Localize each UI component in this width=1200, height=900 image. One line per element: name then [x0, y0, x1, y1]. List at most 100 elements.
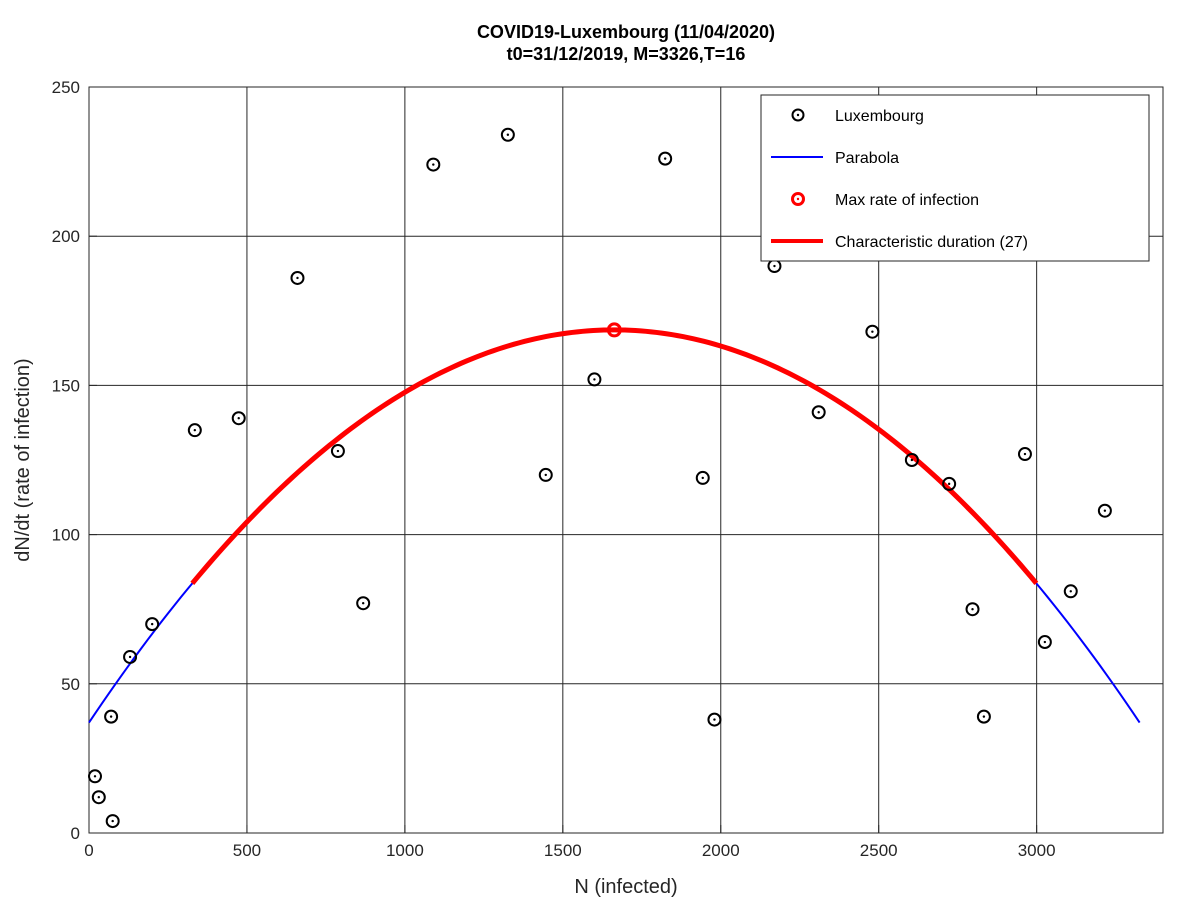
- legend-label-characteristic-duration: Characteristic duration (27): [835, 234, 1028, 251]
- y-tick-label: 50: [61, 675, 80, 694]
- data-point: [865, 324, 880, 339]
- data-point: [187, 423, 202, 438]
- data-point-ring: [145, 617, 160, 632]
- data-point-ring: [1063, 584, 1078, 599]
- data-point-ring: [965, 602, 980, 617]
- data-point-dot: [237, 417, 240, 420]
- y-axis: 0 50 100 150 200 250: [52, 78, 97, 843]
- x-tick-label: 2500: [860, 841, 898, 860]
- data-point: [658, 151, 673, 166]
- y-tick-label: 250: [52, 78, 80, 97]
- data-point-ring: [123, 649, 138, 664]
- data-point: [538, 467, 553, 482]
- data-point-dot: [109, 715, 113, 718]
- data-point-ring: [290, 270, 305, 285]
- data-point: [500, 127, 515, 142]
- legend-marker-max-rate: [791, 192, 805, 206]
- data-point-dot: [982, 715, 986, 718]
- data-point-dot: [336, 449, 340, 453]
- data-point-dot: [506, 133, 510, 136]
- data-point-ring: [976, 709, 991, 724]
- data-point: [231, 411, 246, 426]
- data-point: [330, 444, 345, 459]
- data-point-dot: [193, 428, 197, 432]
- max-rate-ring: [606, 322, 622, 338]
- data-point-ring: [231, 411, 246, 426]
- data-point-dot: [947, 482, 951, 486]
- legend: Luxembourg Parabola Max rate of infectio…: [760, 94, 1150, 262]
- data-point-dot: [296, 276, 299, 280]
- y-tick-label: 100: [52, 526, 80, 545]
- data-point-dot: [150, 622, 154, 626]
- data-point-ring: [658, 151, 673, 166]
- data-point-ring: [942, 476, 957, 491]
- data-point: [145, 617, 160, 632]
- legend-item-parabola: Parabola: [771, 150, 899, 167]
- data-point: [104, 709, 119, 724]
- plot-area-frame: [88, 86, 1164, 834]
- data-point: [707, 712, 722, 727]
- x-tick-label: 2000: [702, 841, 740, 860]
- data-point-ring: [187, 423, 202, 438]
- x-tick-label: 500: [233, 841, 261, 860]
- data-point-ring: [356, 596, 371, 611]
- data-markers: [88, 127, 1112, 829]
- data-point-dot: [773, 264, 776, 268]
- legend-item-luxembourg: Luxembourg: [791, 108, 924, 125]
- max-rate-point: [606, 322, 622, 338]
- data-point: [426, 157, 441, 172]
- chart-subtitle: t0=31/12/2019, M=3326,T=16: [507, 44, 746, 64]
- data-point-dot: [361, 602, 365, 605]
- data-point-dot: [910, 458, 914, 462]
- legend-marker-max-rate-dot: [796, 197, 800, 201]
- x-tick-label: 1500: [544, 841, 582, 860]
- data-point-dot: [593, 378, 596, 381]
- data-point-dot: [97, 795, 100, 799]
- legend-marker-luxembourg: [791, 108, 805, 122]
- data-point: [88, 769, 103, 784]
- legend-label-luxembourg: Luxembourg: [835, 108, 924, 125]
- data-point-ring: [426, 157, 441, 172]
- data-point: [105, 814, 120, 829]
- data-point: [290, 270, 305, 285]
- data-point-dot: [663, 157, 667, 160]
- y-tick-label: 200: [52, 227, 80, 246]
- data-point-ring: [538, 467, 553, 482]
- data-point: [1017, 447, 1032, 462]
- data-point: [965, 602, 980, 617]
- data-point-ring: [587, 372, 602, 387]
- y-axis-label: dN/dt (rate of infection): [12, 358, 34, 561]
- data-point-dot: [128, 655, 132, 659]
- legend-box: [760, 94, 1150, 262]
- data-point-ring: [695, 470, 710, 485]
- x-axis: 0 500 1000 1500 2000 2500 3000: [84, 825, 1056, 860]
- data-point: [976, 709, 991, 724]
- data-point: [1063, 584, 1078, 599]
- legend-item-characteristic-duration: Characteristic duration (27): [771, 234, 1028, 251]
- data-point-ring: [1037, 635, 1052, 650]
- x-tick-label: 0: [84, 841, 93, 860]
- data-point-dot: [544, 473, 547, 477]
- max-rate-dot: [613, 328, 616, 332]
- data-point-ring: [88, 769, 103, 784]
- legend-marker-luxembourg-dot: [796, 113, 800, 117]
- legend-item-max-rate: Max rate of infection: [791, 192, 979, 209]
- data-point-ring: [330, 444, 345, 459]
- data-point-dot: [93, 775, 97, 778]
- data-point: [587, 372, 602, 387]
- data-point-ring: [904, 453, 919, 467]
- data-point: [1037, 635, 1052, 650]
- data-point-ring: [1017, 447, 1032, 462]
- x-axis-label: N (infected): [574, 876, 677, 898]
- data-point-dot: [701, 476, 704, 480]
- data-point-dot: [971, 608, 974, 611]
- data-point-dot: [713, 718, 716, 721]
- data-point-ring: [707, 712, 722, 727]
- data-point-ring: [865, 324, 880, 339]
- data-point-ring: [500, 127, 515, 142]
- x-tick-label: 1000: [386, 841, 424, 860]
- data-point: [1097, 503, 1112, 518]
- data-point-ring: [91, 790, 106, 805]
- legend-label-parabola: Parabola: [835, 150, 899, 167]
